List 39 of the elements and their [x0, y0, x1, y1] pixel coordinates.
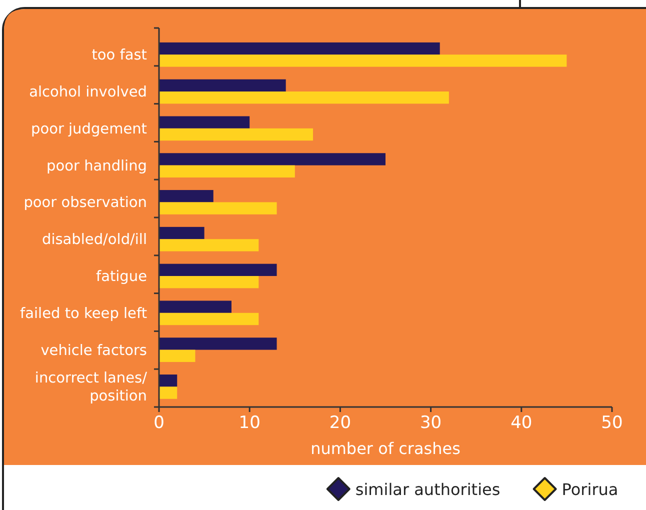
bar — [159, 338, 277, 350]
bar — [159, 92, 449, 104]
y-tick-label: poor judgement — [31, 121, 148, 138]
x-axis-title: number of crashes — [310, 439, 460, 458]
y-tick-label: fatigue — [96, 269, 148, 286]
x-tick-label: 30 — [420, 413, 442, 433]
bar — [159, 202, 277, 214]
y-tick-label: poor handling — [46, 158, 147, 174]
bar — [159, 128, 314, 141]
bar — [159, 264, 277, 276]
y-tick-label: failed to keep left — [20, 306, 148, 322]
bar — [159, 300, 232, 313]
y-tick-label: poor observation — [24, 195, 147, 212]
bar — [159, 350, 196, 362]
x-tick-label: 40 — [510, 413, 532, 433]
x-tick-label: 20 — [329, 413, 352, 433]
bar — [159, 190, 214, 202]
bar — [159, 165, 295, 178]
bar — [159, 226, 204, 240]
bar — [159, 79, 286, 92]
bar — [159, 153, 386, 166]
bar — [159, 276, 259, 288]
x-tick-label: 10 — [238, 413, 260, 433]
bar — [159, 42, 440, 55]
bar — [159, 116, 250, 128]
x-tick-label: 0 — [154, 413, 164, 433]
bar — [159, 386, 178, 399]
bar — [159, 374, 178, 387]
y-tick-label: too fast — [92, 48, 148, 64]
bar — [159, 312, 259, 326]
y-tick-label: incorrect lanes/ position — [34, 370, 148, 405]
y-tick-label: vehicle factors — [40, 342, 147, 359]
bar — [159, 239, 259, 252]
legend-label: similar authorities — [355, 480, 500, 499]
y-tick-label: alcohol involved — [29, 84, 147, 101]
bar — [159, 54, 567, 67]
x-tick-label: 50 — [601, 413, 623, 433]
y-tick-label: disabled/old/ill — [42, 232, 147, 248]
legend-label: Porirua — [562, 480, 618, 499]
